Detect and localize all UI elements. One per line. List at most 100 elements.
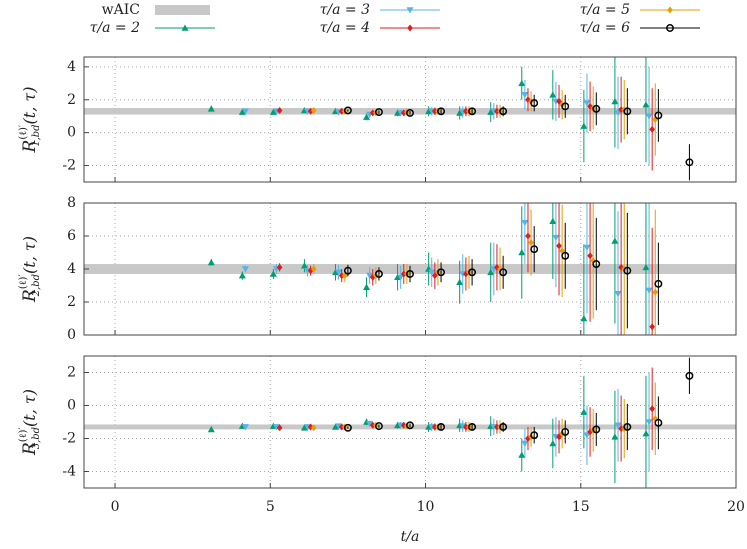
marker — [587, 252, 593, 260]
marker — [394, 421, 402, 429]
marker — [428, 269, 436, 276]
marker — [375, 108, 383, 117]
marker — [432, 107, 438, 115]
x-tick-label: 15 — [572, 499, 590, 515]
marker — [549, 91, 557, 98]
y-label-sup: (ℓ)′ — [18, 124, 29, 140]
marker — [561, 251, 570, 260]
marker — [343, 266, 352, 275]
y-label-sub: 1,bd — [31, 124, 42, 146]
legend-label: τ/a = 4 — [320, 20, 370, 36]
marker — [494, 423, 500, 431]
marker — [276, 106, 283, 114]
marker — [645, 287, 653, 294]
y-tick-label: 0 — [67, 327, 76, 343]
marker — [521, 92, 529, 99]
marker — [400, 421, 407, 429]
marker — [583, 244, 591, 252]
marker — [614, 290, 622, 298]
x-axis-label: t/a — [401, 529, 420, 545]
y-axis-label: R(ℓ)′ 1,bd(t, τ) — [18, 87, 42, 154]
marker — [459, 423, 467, 430]
marker — [241, 266, 249, 273]
marker — [642, 101, 650, 108]
legend-swatch — [155, 5, 210, 15]
marker — [425, 107, 433, 115]
marker — [654, 111, 663, 120]
marker — [618, 425, 624, 433]
marker — [307, 423, 314, 431]
marker — [369, 109, 376, 117]
marker — [642, 430, 650, 437]
marker — [456, 109, 464, 116]
marker — [487, 108, 495, 115]
marker — [623, 266, 632, 275]
plot-area — [84, 203, 736, 335]
marker — [556, 433, 562, 441]
y-label-sub: 3,bd — [31, 427, 42, 449]
marker — [645, 113, 653, 120]
marker — [276, 424, 283, 432]
marker — [400, 109, 407, 117]
legend-marker — [666, 24, 674, 32]
marker — [499, 268, 508, 277]
marker — [556, 97, 562, 105]
legend-label: τ/a = 3 — [320, 2, 370, 18]
marker — [549, 439, 557, 447]
y-axis-label: R(ℓ)′ 3,bd(t, τ) — [18, 389, 42, 456]
marker — [525, 435, 531, 442]
marker — [406, 270, 414, 278]
legend-label: wAIC — [102, 2, 140, 18]
marker — [241, 424, 249, 431]
marker — [549, 217, 557, 224]
marker — [397, 274, 405, 281]
marker — [652, 288, 659, 296]
marker — [366, 420, 374, 428]
marker — [300, 262, 308, 269]
y-label-args: (t, τ) — [20, 236, 39, 274]
y-tick-label: 0 — [67, 125, 76, 141]
marker — [556, 242, 562, 250]
y-tick-label: 4 — [67, 59, 76, 75]
legend-marker — [181, 24, 189, 31]
marker — [611, 237, 619, 244]
marker — [338, 107, 345, 115]
marker — [456, 278, 464, 285]
marker — [463, 423, 469, 431]
y-tick-label: -4 — [62, 464, 76, 480]
marker — [437, 423, 445, 431]
legend-marker — [406, 7, 414, 14]
marker — [338, 272, 345, 280]
marker — [310, 106, 317, 114]
marker — [369, 421, 376, 429]
marker — [623, 423, 632, 431]
marker — [530, 245, 539, 254]
marker — [400, 270, 407, 278]
marker — [525, 232, 531, 240]
marker — [468, 107, 477, 116]
marker — [521, 220, 529, 227]
marker — [623, 107, 632, 116]
marker — [614, 422, 622, 429]
marker — [331, 423, 339, 430]
marker — [425, 423, 433, 430]
marker — [518, 249, 526, 256]
marker — [521, 440, 529, 447]
y-tick-label: 6 — [67, 228, 76, 244]
marker — [499, 423, 508, 431]
marker — [463, 107, 469, 115]
y-tick-label: -2 — [62, 431, 76, 447]
legend-label: τ/a = 6 — [580, 20, 630, 36]
marker — [343, 106, 352, 115]
marker — [649, 323, 655, 331]
marker — [437, 268, 445, 277]
marker — [310, 265, 317, 273]
x-tick-label: 0 — [111, 499, 120, 515]
marker — [654, 279, 663, 288]
marker — [432, 423, 438, 431]
y-tick-label: 2 — [67, 92, 76, 108]
marker — [335, 423, 343, 430]
legend-marker — [667, 6, 673, 14]
marker — [580, 315, 588, 322]
marker — [497, 265, 503, 273]
